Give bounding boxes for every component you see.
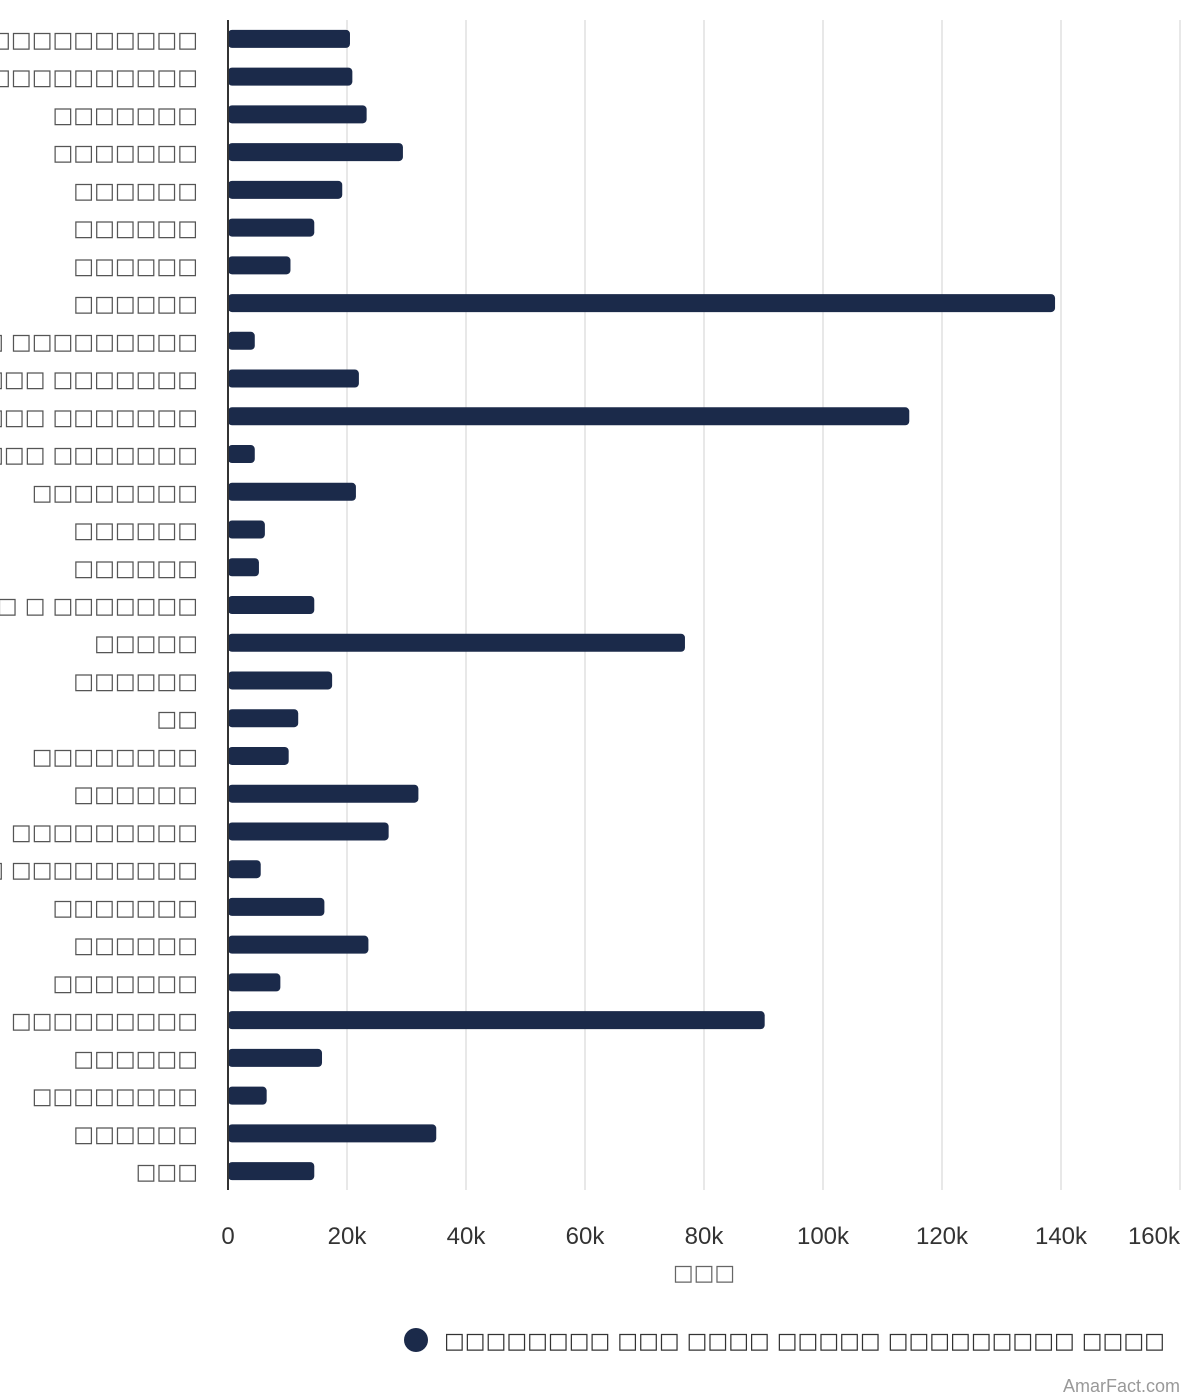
bar[interactable] — [228, 1124, 437, 1143]
category-label: □□□□□□ — [73, 556, 198, 581]
category-label: □□□ — [136, 1160, 198, 1185]
bar[interactable] — [228, 709, 299, 728]
bar[interactable] — [228, 482, 356, 501]
category-label: □□□□□□□ — [52, 141, 198, 166]
category-label: □□□□□□□ — [52, 103, 198, 128]
bar[interactable] — [228, 29, 350, 48]
bar-series — [228, 29, 1056, 1181]
category-label: □□□□□□ — [73, 669, 198, 694]
category-label: □ □ □□□□□□□□□ — [0, 330, 198, 355]
category-label: □□□□□□ — [73, 179, 198, 204]
category-label: □ □□□□□□□□□□ — [0, 66, 198, 91]
bar[interactable] — [228, 935, 369, 954]
bar[interactable] — [228, 445, 255, 464]
bar[interactable] — [228, 671, 333, 690]
bar[interactable] — [228, 558, 259, 577]
category-label: □□□□□□□□ — [32, 745, 198, 770]
bar[interactable] — [228, 746, 289, 765]
bar[interactable] — [228, 369, 359, 388]
category-label: □□□□□ — [94, 632, 198, 657]
x-tick-label: 60k — [566, 1223, 606, 1250]
x-tick-label: 140k — [1035, 1223, 1088, 1250]
bar[interactable] — [228, 180, 343, 199]
category-label: □□ — [156, 707, 198, 732]
bar[interactable] — [228, 143, 403, 162]
x-tick-label: 40k — [447, 1223, 487, 1250]
bar[interactable] — [228, 1162, 315, 1181]
legend[interactable]: □□□□□□□□ □□□ □□□□ □□□□□ □□□□□□□□□ □□□□ — [404, 1328, 1165, 1354]
bar[interactable] — [228, 218, 315, 237]
x-tick-label: 120k — [916, 1223, 969, 1250]
category-label: □□□□□□□□□ — [11, 820, 198, 845]
legend-marker-icon — [404, 1328, 428, 1352]
category-labels: □ □□□□□□□□□ □□ □□□□□□□□□□□□□□□□□□□□□□□□□□… — [0, 28, 198, 1185]
category-label: □□□□□□ — [73, 1047, 198, 1072]
bar[interactable] — [228, 1086, 267, 1105]
x-axis-title: □□□ — [673, 1261, 735, 1286]
bar[interactable] — [228, 105, 367, 124]
category-label: □□□□□□ — [73, 217, 198, 242]
category-label: □□□□□□□□□ — [11, 1009, 198, 1034]
credit-label[interactable]: AmarFact.com — [1063, 1376, 1180, 1396]
bar[interactable] — [228, 860, 261, 879]
category-label: □□□□□□ — [73, 292, 198, 317]
category-label: □□□□□□ — [73, 519, 198, 544]
bar[interactable] — [228, 633, 685, 652]
bar[interactable] — [228, 596, 315, 614]
category-label: □□□□□ □□□□□□□ — [0, 443, 198, 468]
category-label: □□□□□□ — [73, 254, 198, 279]
bar[interactable] — [228, 784, 419, 803]
x-tick-label: 80k — [685, 1223, 725, 1250]
category-label: □□□□□□□ — [52, 896, 198, 921]
bar[interactable] — [228, 1048, 323, 1067]
category-label: □□□□□ □□□□□□□ — [0, 368, 198, 393]
x-tick-labels: 0 20k 40k 60k 80k 100k 120k 140k 160k — [221, 1223, 1181, 1250]
bar[interactable] — [228, 1011, 765, 1030]
bar[interactable] — [228, 294, 1056, 313]
category-label: □□□ □ □□□□□□□ — [0, 594, 198, 619]
x-tick-label: 0 — [221, 1223, 234, 1250]
bar[interactable] — [228, 256, 291, 275]
category-label: □ □□□□□□□□□□ — [0, 28, 198, 53]
category-label: □ □ □□□□□□□□□ — [0, 858, 198, 883]
x-tick-label: 160k — [1128, 1223, 1181, 1250]
bar[interactable] — [228, 331, 255, 350]
category-label: □□□□□□□ — [52, 971, 198, 996]
bar[interactable] — [228, 897, 325, 916]
x-tick-label: 20k — [328, 1223, 368, 1250]
bar[interactable] — [228, 973, 281, 992]
legend-label: □□□□□□□□ □□□ □□□□ □□□□□ □□□□□□□□□ □□□□ — [444, 1329, 1165, 1354]
bar[interactable] — [228, 520, 265, 539]
category-label: □□□□□□□□ — [32, 1085, 198, 1110]
grid-lines — [346, 20, 1181, 1190]
bar[interactable] — [228, 822, 389, 841]
category-label: □□□□□□ — [73, 1122, 198, 1147]
category-label: □□□□□□ — [73, 934, 198, 959]
category-label: □□□□□ □□□□□□□ — [0, 405, 198, 430]
bar[interactable] — [228, 407, 910, 426]
x-tick-label: 100k — [797, 1223, 850, 1250]
category-label: □□□□□□ — [73, 783, 198, 808]
category-label: □□□□□□□□ — [32, 481, 198, 506]
bar[interactable] — [228, 67, 353, 86]
